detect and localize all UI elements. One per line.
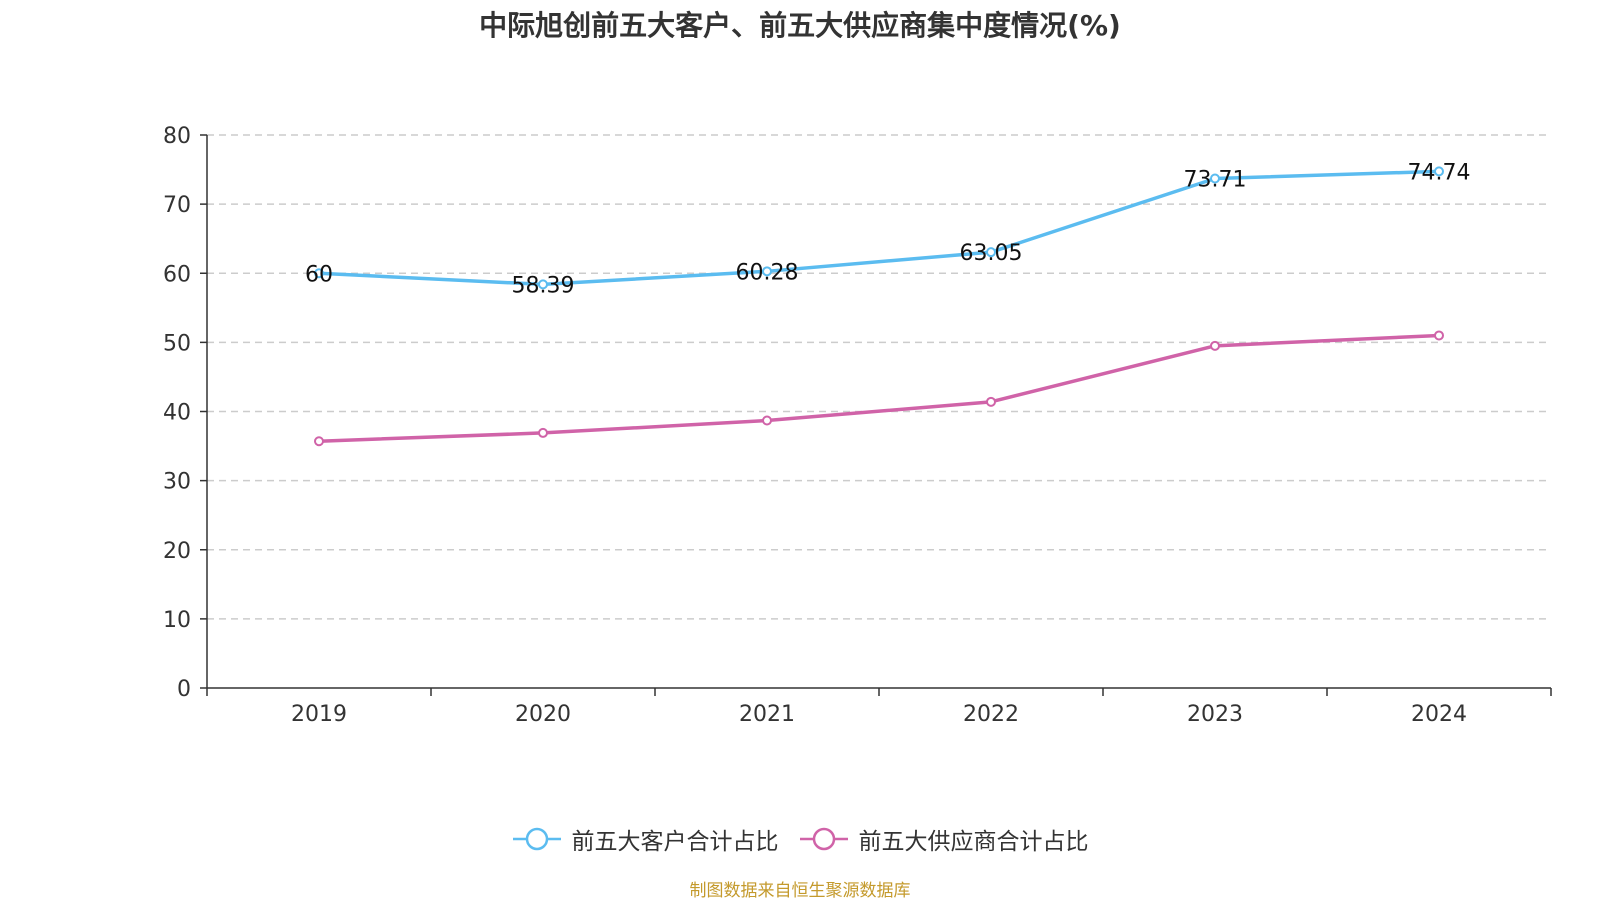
data-point [314, 436, 324, 447]
x-tick-label: 2022 [963, 702, 1019, 727]
data-point [1210, 173, 1220, 184]
data-point [314, 268, 324, 279]
x-tick-label: 2021 [739, 702, 795, 727]
x-tick-label: 2020 [515, 702, 571, 727]
data-label: 60 [305, 262, 333, 287]
data-point [762, 415, 772, 426]
y-tick-label: 30 [163, 470, 191, 495]
data-point [1434, 166, 1444, 177]
legend-line-marker-icon [799, 827, 848, 851]
data-point [538, 427, 548, 438]
series-line-1 [318, 333, 1440, 443]
x-tick-label: 2019 [291, 702, 347, 727]
y-tick-label: 10 [163, 608, 191, 633]
y-tick-label: 60 [163, 262, 191, 287]
legend-label: 前五大供应商合计占比 [858, 829, 1089, 855]
data-label: 63.05 [960, 241, 1023, 266]
y-tick-label: 20 [163, 539, 191, 564]
legend-item-customers[interactable]: 前五大客户合计占比 [512, 822, 779, 856]
data-labels: 60 58.39 60.28 63.05 73.71 74.74 [305, 160, 1470, 298]
y-tick-label: 50 [163, 331, 191, 356]
x-tick-label: 2023 [1187, 702, 1243, 727]
source-note: 制图数据来自恒生聚源数据库 [689, 881, 911, 901]
data-point [762, 266, 772, 277]
data-point [1434, 330, 1444, 341]
data-point [1210, 340, 1220, 351]
chart-title: 中际旭创前五大客户、前五大供应商集中度情况(%) [479, 9, 1121, 42]
data-label: 58.39 [512, 273, 575, 298]
legend: 前五大客户合计占比 前五大供应商合计占比 [0, 822, 1600, 856]
data-label: 74.74 [1408, 160, 1471, 185]
series-lines [314, 166, 1444, 447]
y-tick-label: 70 [163, 193, 191, 218]
data-point [986, 396, 996, 407]
series-line-0 [318, 169, 1440, 287]
legend-line-marker-icon [512, 827, 561, 851]
legend-label: 前五大客户合计占比 [571, 829, 779, 855]
data-label: 60.28 [736, 260, 799, 285]
data-point [538, 279, 548, 290]
grid-lines [207, 134, 1551, 620]
data-label: 73.71 [1184, 167, 1247, 192]
y-tick-label: 40 [163, 401, 191, 426]
data-point [986, 247, 996, 258]
y-tick-label: 0 [177, 677, 191, 702]
legend-item-suppliers[interactable]: 前五大供应商合计占比 [799, 822, 1089, 856]
axes: 0 10 20 30 40 50 60 70 80 2019 2020 2021 2022 2023 202… [163, 124, 1552, 727]
y-tick-label: 80 [163, 124, 191, 149]
x-tick-label: 2024 [1411, 702, 1467, 727]
